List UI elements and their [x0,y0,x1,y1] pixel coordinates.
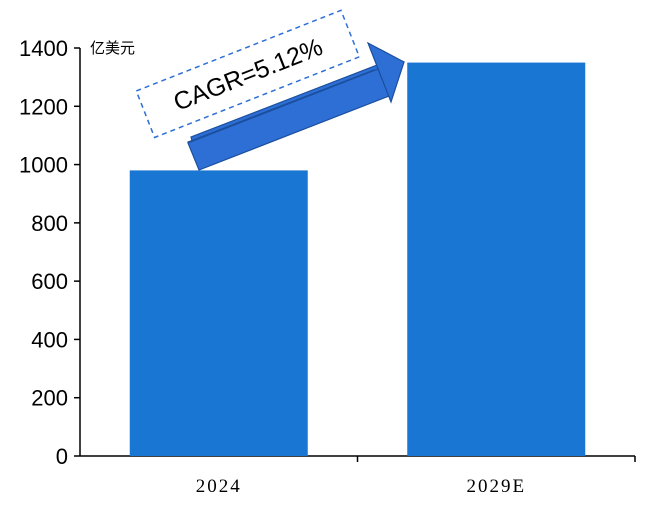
x-tick-label: 2024 [196,476,242,497]
y-tick-label: 800 [31,211,68,236]
y-tick-label: 400 [31,327,68,352]
y-tick-group: 0 200 400 600 800 1000 1200 1400 [19,36,80,469]
cagr-annotation: CAGR=5.12% [135,9,405,171]
y-tick-label: 600 [31,269,68,294]
cagr-box [135,9,361,139]
bar-2024 [129,170,308,456]
x-tick-label: 2029E [466,476,526,497]
bar-2029E [407,62,586,456]
y-tick-label: 0 [56,444,68,469]
bar-group [129,62,586,456]
y-tick-label: 1000 [19,153,68,178]
y-tick-label: 200 [31,386,68,411]
y-tick-label: 1400 [19,36,68,61]
cagr-arrow-head [366,41,405,104]
unit-label: 亿美元 [90,39,135,57]
y-tick-label: 1200 [19,94,68,119]
x-tick-group: 2024 2029E [196,456,636,497]
